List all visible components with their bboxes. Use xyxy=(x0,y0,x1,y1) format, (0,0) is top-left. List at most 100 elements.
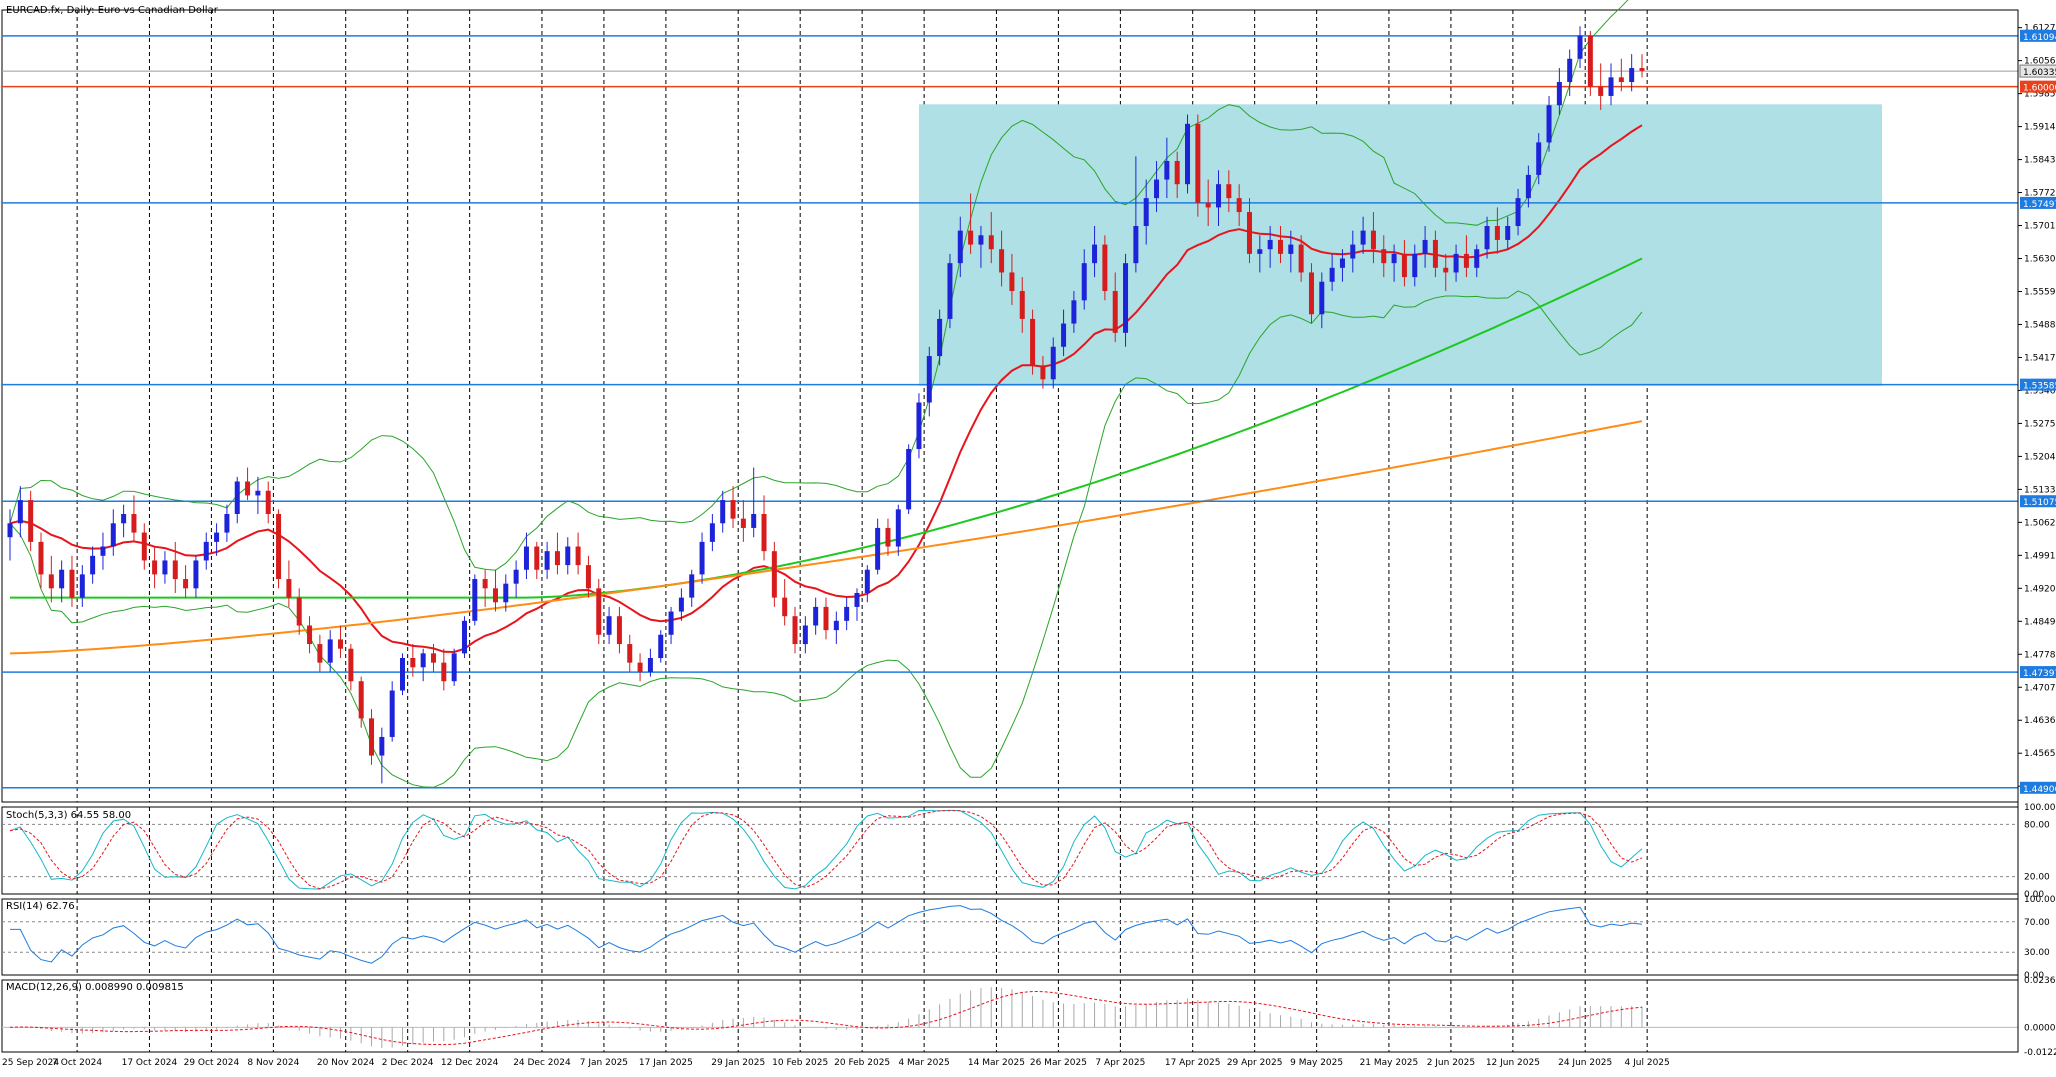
candle-body[interactable] xyxy=(947,263,953,319)
candle-body[interactable] xyxy=(689,574,695,598)
candle-body[interactable] xyxy=(637,662,643,672)
candle-body[interactable] xyxy=(286,579,292,598)
candle-body[interactable] xyxy=(709,523,715,542)
candle-body[interactable] xyxy=(1308,272,1314,315)
candle-body[interactable] xyxy=(1102,244,1108,292)
candle-body[interactable] xyxy=(1463,253,1469,268)
candle-body[interactable] xyxy=(627,644,633,663)
candle-body[interactable] xyxy=(327,639,333,663)
candle-body[interactable] xyxy=(245,481,251,496)
candle-body[interactable] xyxy=(234,481,240,514)
candle-body[interactable] xyxy=(17,500,23,524)
candle-body[interactable] xyxy=(1009,272,1015,292)
candle-body[interactable] xyxy=(265,490,271,514)
candle-body[interactable] xyxy=(1216,184,1222,208)
candle-body[interactable] xyxy=(369,718,375,756)
candle-body[interactable] xyxy=(1360,230,1366,245)
candle-body[interactable] xyxy=(441,662,447,682)
candle-body[interactable] xyxy=(1329,267,1335,282)
candle-body[interactable] xyxy=(59,569,65,589)
candle-body[interactable] xyxy=(1319,281,1325,315)
candle-body[interactable] xyxy=(751,514,757,528)
candle-body[interactable] xyxy=(1081,263,1087,301)
candle-body[interactable] xyxy=(978,235,984,245)
candle-body[interactable] xyxy=(957,230,963,264)
candle-body[interactable] xyxy=(296,597,302,626)
candle-body[interactable] xyxy=(740,518,746,528)
candle-body[interactable] xyxy=(575,546,581,566)
candle-body[interactable] xyxy=(668,611,674,635)
candle-body[interactable] xyxy=(162,560,168,575)
candle-body[interactable] xyxy=(1185,123,1191,185)
candle-body[interactable] xyxy=(1174,160,1180,185)
candle-body[interactable] xyxy=(1608,77,1614,96)
candle-body[interactable] xyxy=(461,620,467,654)
candle-body[interactable] xyxy=(172,560,178,580)
candle-body[interactable] xyxy=(1143,198,1149,226)
candle-body[interactable] xyxy=(720,500,726,524)
candle-body[interactable] xyxy=(1164,160,1170,180)
candle-body[interactable] xyxy=(1639,68,1645,71)
candle-body[interactable] xyxy=(1598,86,1604,96)
candle-body[interactable] xyxy=(307,625,313,645)
candle-body[interactable] xyxy=(69,569,75,598)
candle-body[interactable] xyxy=(152,560,158,575)
candle-body[interactable] xyxy=(1381,249,1387,264)
candle-body[interactable] xyxy=(864,569,870,593)
candle-body[interactable] xyxy=(90,555,96,575)
candle-body[interactable] xyxy=(1246,212,1252,254)
candle-body[interactable] xyxy=(906,448,912,510)
candle-body[interactable] xyxy=(1030,318,1036,366)
candle-body[interactable] xyxy=(523,546,529,570)
candle-body[interactable] xyxy=(1339,258,1345,268)
candle-body[interactable] xyxy=(1195,123,1201,203)
candle-body[interactable] xyxy=(1536,142,1542,175)
candle-body[interactable] xyxy=(999,249,1005,273)
candle-body[interactable] xyxy=(1391,253,1397,264)
candle-body[interactable] xyxy=(317,644,323,663)
candle-body[interactable] xyxy=(895,509,901,547)
candle-body[interactable] xyxy=(1092,244,1098,264)
candle-body[interactable] xyxy=(823,606,829,631)
candle-body[interactable] xyxy=(937,318,943,357)
candle-body[interactable] xyxy=(596,588,602,635)
candle-body[interactable] xyxy=(1277,239,1283,254)
candle-body[interactable] xyxy=(771,551,777,598)
candle-body[interactable] xyxy=(100,546,106,556)
candle-body[interactable] xyxy=(782,597,788,617)
candle-body[interactable] xyxy=(276,514,282,580)
candle-body[interactable] xyxy=(1298,244,1304,273)
candle-body[interactable] xyxy=(1546,105,1552,143)
candle-body[interactable] xyxy=(430,653,436,663)
candle-body[interactable] xyxy=(1370,230,1376,250)
candle-body[interactable] xyxy=(379,736,385,756)
candle-body[interactable] xyxy=(585,565,591,589)
candle-body[interactable] xyxy=(203,541,209,561)
candle-body[interactable] xyxy=(28,500,34,542)
candle-body[interactable] xyxy=(854,592,860,607)
candle-body[interactable] xyxy=(214,532,220,542)
candle-body[interactable] xyxy=(255,490,261,496)
candle-body[interactable] xyxy=(1556,82,1562,106)
candle-body[interactable] xyxy=(1474,249,1480,268)
candle-body[interactable] xyxy=(1050,346,1056,380)
candle-body[interactable] xyxy=(183,579,189,589)
candle-body[interactable] xyxy=(141,532,147,561)
candle-body[interactable] xyxy=(1288,244,1294,254)
candle-body[interactable] xyxy=(1040,365,1046,380)
candle-body[interactable] xyxy=(606,616,612,635)
candle-body[interactable] xyxy=(131,514,137,533)
candle-body[interactable] xyxy=(1401,253,1407,278)
candle-body[interactable] xyxy=(554,551,560,566)
candle-body[interactable] xyxy=(1071,300,1077,324)
horizontal-levels[interactable] xyxy=(2,35,2018,789)
candle-body[interactable] xyxy=(1587,35,1593,87)
candle-body[interactable] xyxy=(1112,291,1118,333)
candle-body[interactable] xyxy=(761,514,767,552)
candle-body[interactable] xyxy=(410,658,416,668)
candle-body[interactable] xyxy=(1494,226,1500,240)
range-box[interactable] xyxy=(918,104,1882,386)
candle-body[interactable] xyxy=(400,658,406,691)
